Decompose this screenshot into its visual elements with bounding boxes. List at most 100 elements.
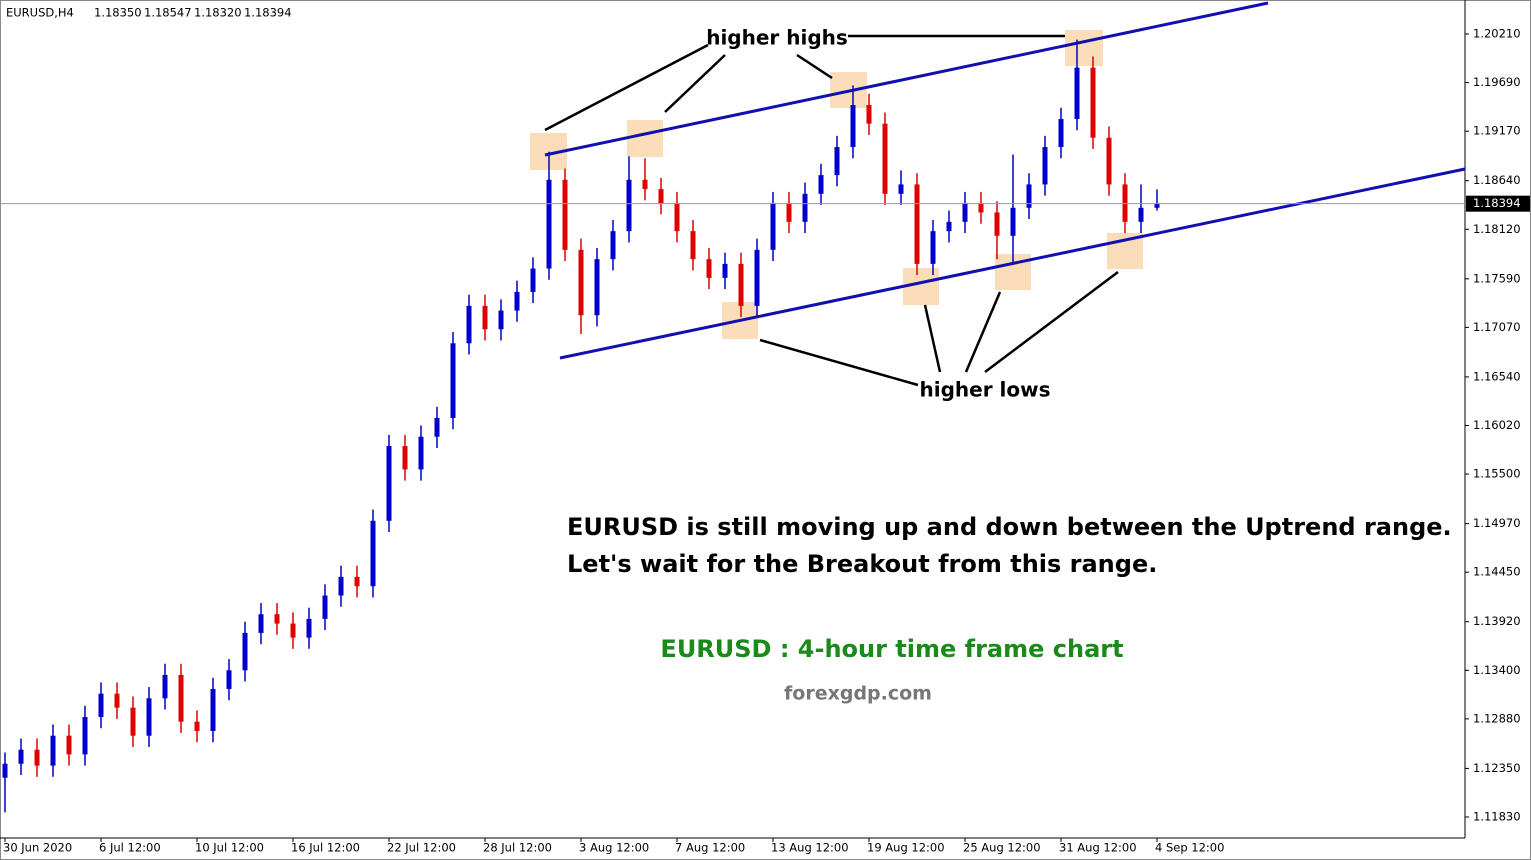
annotation: EURUSD is still moving up and down betwe… [567,513,1452,541]
x-tick-label: 4 Sep 12:00 [1155,841,1224,855]
candle-body [274,614,280,624]
candle-body [402,446,408,470]
x-tick-label: 7 Aug 12:00 [675,841,745,855]
candle-body [322,595,328,619]
candle-body [226,670,232,689]
candle-body [66,735,72,755]
candle-body [706,259,712,278]
candle-body [1090,67,1096,138]
pointer [964,291,1002,373]
candle-body [450,343,456,419]
x-tick-label: 30 Jun 2020 [3,841,72,855]
candle-body [178,674,184,722]
candle-body [754,249,760,306]
y-tick-label: 1.20210 [1473,27,1521,41]
candle-body [50,735,56,766]
ohlc: 1.18547 [144,6,192,20]
candle-body [1042,147,1048,185]
candle-body [34,749,40,766]
candle-body [306,618,312,638]
annotation: Let's wait for the Breakout from this ra… [567,550,1157,578]
candle-body [146,698,152,736]
y-tick-label: 1.19690 [1473,75,1521,89]
x-tick-label: 19 Aug 12:00 [867,841,945,855]
y-tick-label: 1.11830 [1473,809,1521,823]
candle-body [290,623,296,638]
candle-body [1026,184,1032,208]
ohlc: 1.18320 [194,6,242,20]
ohlc: 1.18350 [94,6,142,20]
pointer [664,54,726,113]
x-tick-label: 25 Aug 12:00 [963,841,1041,855]
y-tick-label: 1.13400 [1473,663,1521,677]
candle-body [674,203,680,232]
candle-body [818,175,824,194]
candle-body [866,105,872,124]
candle-body [370,520,376,587]
candle-body [802,193,808,222]
candle-body [498,310,504,330]
candle-body [162,674,168,699]
candle-body [1010,207,1016,236]
candle-body [1058,119,1064,148]
candle-body [1154,203,1160,208]
annotation: higher highs [706,26,848,50]
candle-body [578,249,584,316]
y-tick-label: 1.16020 [1473,418,1521,432]
candle-body [386,446,392,521]
candle-body [882,123,888,194]
candle-body [114,693,120,708]
y-tick-label: 1.18640 [1473,173,1521,187]
x-tick-label: 16 Jul 12:00 [291,841,360,855]
ohlc: 1.18394 [244,6,292,20]
x-tick-label: 10 Jul 12:00 [195,841,264,855]
trend-lines [544,1,1466,360]
pointer [923,304,942,373]
lower-trend-line [559,167,1466,360]
candle-body [834,147,840,176]
annotation: higher lows [919,378,1050,402]
x-tick-label: 31 Aug 12:00 [1059,841,1137,855]
current-price-box [1466,195,1530,212]
pointer-lines [544,34,1119,387]
candle-body [18,749,24,764]
candle-body [2,763,8,778]
candle-body [194,721,200,732]
y-tick-label: 1.14970 [1473,516,1521,530]
candle-body [690,231,696,260]
caption: EURUSD : 4-hour time frame chart [660,635,1123,663]
candle-body [258,614,264,633]
x-tick-label: 6 Jul 12:00 [99,841,161,855]
pointer [759,338,919,387]
candle-body [594,259,600,316]
upper-trend-line [544,1,1269,157]
pointer [544,43,709,132]
candle-body [1074,67,1080,120]
candle-body [850,105,856,148]
candle-body [770,203,776,250]
candle-body [562,179,568,250]
x-tick-label: 28 Jul 12:00 [483,841,552,855]
candle-body [658,189,664,204]
symbol: EURUSD,H4 [6,6,74,20]
pointer [796,53,833,80]
candle-body [82,717,88,755]
candle-body [530,268,536,292]
y-tick-label: 1.15500 [1473,467,1521,481]
candle-body [978,203,984,213]
candle-body [1122,184,1128,222]
x-tick-label: 22 Jul 12:00 [387,841,456,855]
y-tick-label: 1.13920 [1473,614,1521,628]
candle-body [722,263,728,278]
highlight [1065,30,1103,66]
candle-body [1106,137,1112,185]
candle-body [738,263,744,306]
candle-body [130,707,136,736]
candle-body [418,436,424,470]
candle-body [930,231,936,264]
candle-body [786,203,792,222]
candle-body [898,184,904,194]
candle-body [626,179,632,232]
